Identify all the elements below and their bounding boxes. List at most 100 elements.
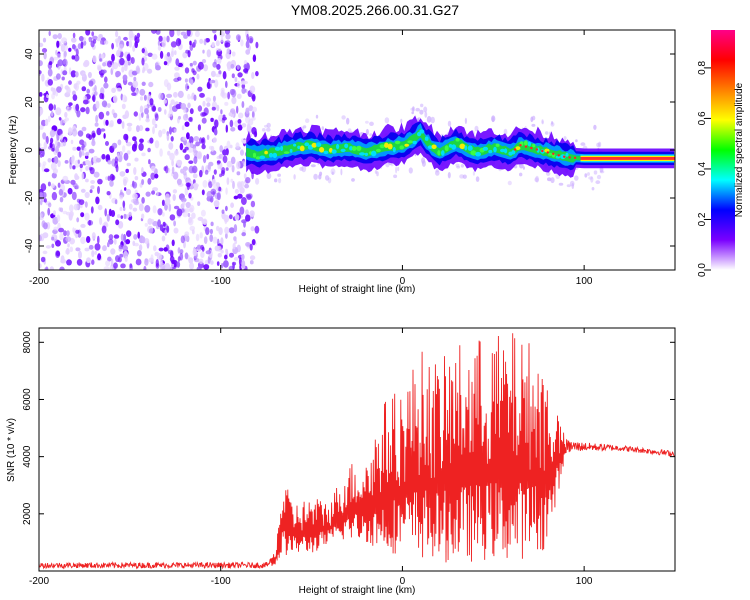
- noise-speckle: [237, 182, 243, 190]
- noise-speckle: [105, 119, 109, 126]
- noise-speckle: [81, 126, 87, 132]
- noise-speckle: [53, 156, 59, 165]
- noise-speckle: [62, 175, 69, 182]
- noise-speckle: [91, 259, 95, 266]
- noise-speckle: [147, 147, 151, 153]
- noise-speckle: [210, 70, 216, 78]
- noise-speckle: [182, 211, 188, 218]
- noise-speckle: [219, 173, 223, 178]
- noise-speckle: [50, 162, 57, 171]
- noise-speckle: [108, 234, 114, 240]
- noise-speckle: [63, 50, 67, 58]
- noise-speckle: [176, 159, 183, 167]
- noise-speckle: [104, 76, 108, 83]
- noise-speckle: [97, 204, 103, 211]
- signal-hotspot: [527, 141, 532, 147]
- noise-speckle: [45, 245, 52, 249]
- colorbar-label: Normalized spectral amplitude: [734, 82, 745, 217]
- noise-speckle: [234, 188, 239, 194]
- noise-speckle: [169, 103, 173, 111]
- noise-speckle: [152, 187, 159, 192]
- noise-speckle: [85, 166, 89, 171]
- noise-speckle: [237, 72, 243, 78]
- noise-speckle: [48, 202, 52, 208]
- noise-speckle: [55, 49, 58, 56]
- noise-speckle: [193, 39, 197, 45]
- noise-speckle: [159, 148, 163, 157]
- noise-speckle: [76, 80, 81, 85]
- noise-speckle: [229, 252, 234, 258]
- noise-speckle: [221, 167, 226, 175]
- noise-speckle: [42, 232, 49, 239]
- noise-speckle: [252, 54, 257, 62]
- noise-speckle: [64, 160, 69, 164]
- signal-hotspot: [399, 145, 405, 150]
- noise-speckle: [168, 203, 172, 212]
- noise-speckle: [82, 61, 89, 68]
- noise-speckle: [143, 94, 147, 101]
- signal-hotspot: [297, 145, 301, 149]
- noise-speckle: [76, 217, 80, 223]
- noise-speckle: [141, 213, 145, 219]
- noise-speckle: [139, 138, 144, 144]
- noise-speckle: [201, 144, 206, 150]
- faint-speckle: [264, 124, 268, 128]
- noise-speckle: [231, 96, 237, 105]
- noise-speckle: [105, 111, 110, 116]
- noise-speckle: [236, 171, 241, 176]
- noise-speckle: [72, 165, 76, 170]
- noise-speckle: [141, 48, 145, 54]
- noise-speckle: [95, 100, 100, 109]
- noise-speckle: [241, 197, 247, 205]
- noise-speckle: [182, 51, 188, 59]
- noise-speckle: [236, 105, 239, 114]
- noise-speckle: [157, 208, 163, 216]
- noise-speckle: [115, 219, 120, 226]
- noise-speckle: [223, 214, 230, 223]
- noise-speckle: [148, 159, 151, 165]
- snr-x-tick-label: 100: [576, 576, 593, 587]
- signal-hotspot: [470, 150, 477, 156]
- noise-speckle: [91, 95, 95, 101]
- noise-speckle: [196, 73, 200, 80]
- noise-speckle: [49, 129, 56, 138]
- noise-speckle: [54, 91, 59, 97]
- noise-speckle: [158, 35, 163, 42]
- faint-speckle: [547, 177, 552, 182]
- noise-speckle: [245, 209, 249, 216]
- noise-speckle: [210, 117, 214, 122]
- faint-speckle: [598, 141, 602, 148]
- noise-speckle: [100, 40, 103, 45]
- noise-speckle: [40, 213, 43, 219]
- noise-speckle: [43, 168, 50, 173]
- noise-speckle: [85, 178, 89, 183]
- signal-hotspot: [336, 143, 340, 150]
- noise-speckle: [41, 220, 46, 228]
- noise-speckle: [192, 60, 197, 66]
- noise-speckle: [194, 182, 197, 187]
- noise-speckle: [220, 109, 223, 115]
- noise-speckle: [49, 142, 53, 149]
- noise-speckle: [191, 212, 196, 219]
- noise-speckle: [42, 132, 47, 140]
- noise-speckle: [163, 99, 167, 104]
- noise-speckle: [161, 39, 167, 48]
- faint-speckle: [327, 177, 332, 184]
- signal-hotspot: [264, 150, 268, 155]
- noise-speckle: [225, 167, 229, 171]
- noise-speckle: [243, 68, 249, 73]
- faint-speckle: [588, 176, 593, 180]
- noise-speckle: [41, 73, 45, 82]
- noise-speckle: [141, 57, 145, 66]
- noise-speckle: [149, 137, 154, 144]
- noise-speckle: [116, 49, 121, 58]
- noise-speckle: [182, 136, 187, 141]
- noise-speckle: [216, 104, 220, 112]
- noise-speckle: [126, 122, 133, 127]
- noise-speckle: [95, 196, 100, 205]
- noise-speckle: [119, 253, 124, 258]
- noise-speckle: [185, 83, 189, 92]
- noise-speckle: [199, 92, 205, 98]
- noise-speckle: [111, 175, 116, 181]
- noise-speckle: [238, 257, 242, 266]
